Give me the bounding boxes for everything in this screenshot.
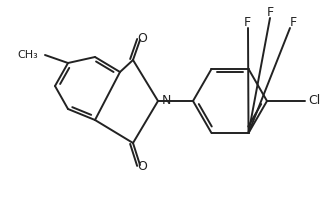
Text: F: F xyxy=(266,5,273,19)
Text: F: F xyxy=(289,16,297,28)
Text: Cl: Cl xyxy=(308,95,320,107)
Text: N: N xyxy=(162,95,171,107)
Text: F: F xyxy=(243,16,251,28)
Text: CH₃: CH₃ xyxy=(17,50,38,60)
Text: O: O xyxy=(137,32,147,44)
Text: O: O xyxy=(137,161,147,174)
